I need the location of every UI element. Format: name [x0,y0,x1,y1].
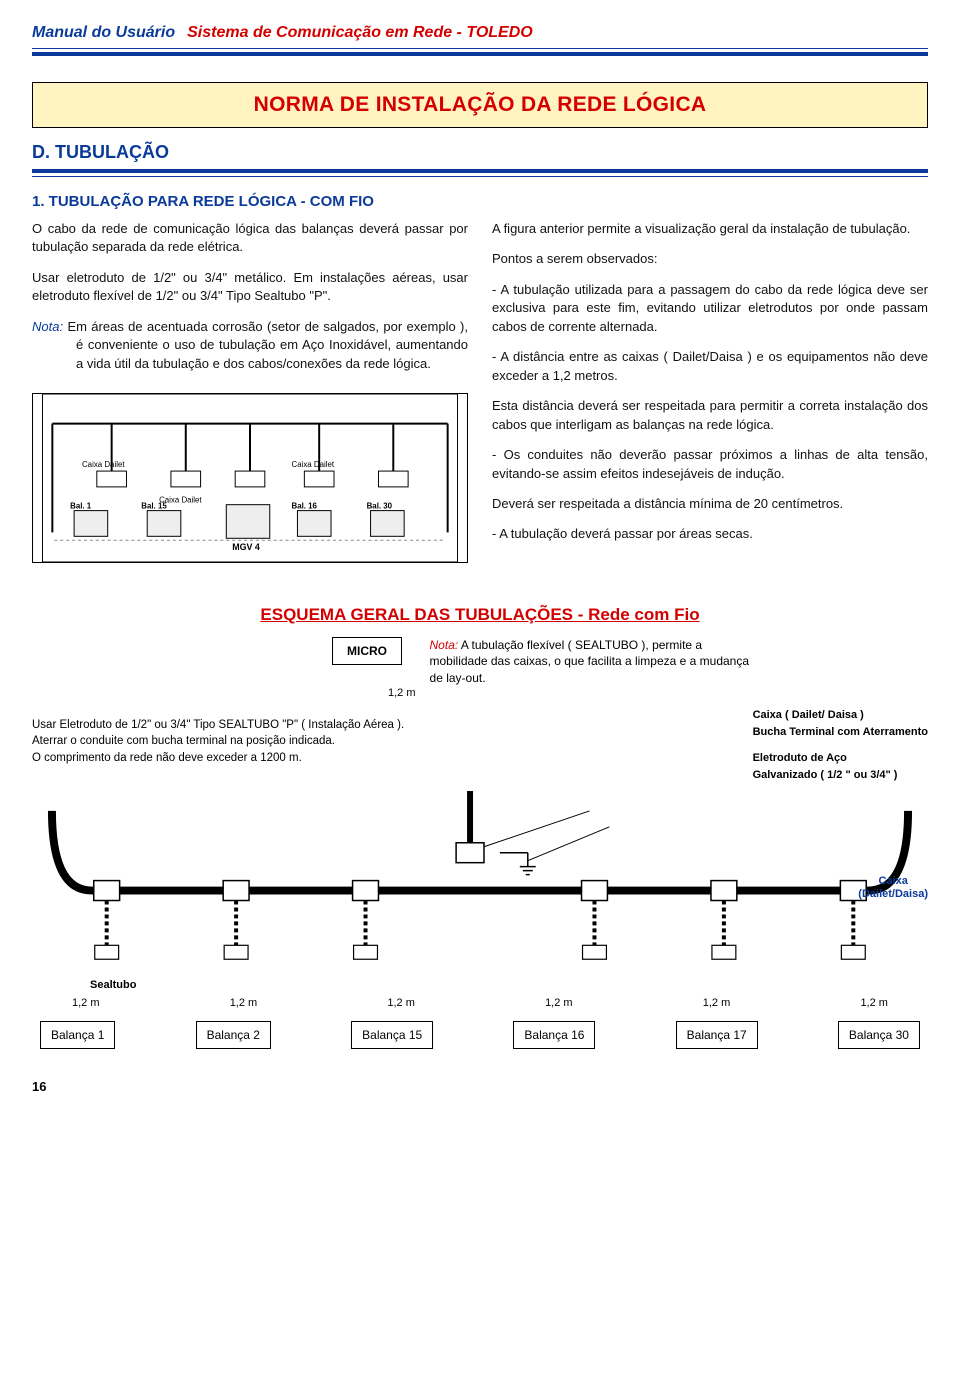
left-p1: O cabo da rede de comunicação lógica das… [32,220,468,257]
svg-text:Caixa Dailet: Caixa Dailet [292,460,335,469]
micro-box: MICRO [332,637,402,665]
installation-figure: Caixa Dailet Caixa Dailet Caixa Dailet B… [32,393,468,563]
two-column-body: O cabo da rede de comunicação lógica das… [32,220,928,569]
dim-5: 1,2 m [860,997,888,1009]
instr2: Aterrar o conduite com bucha terminal na… [32,733,404,750]
svg-text:Caixa Dailet: Caixa Dailet [82,460,125,469]
right-column: A figura anterior permite a visualização… [492,220,928,569]
svg-text:Bal. 16: Bal. 16 [292,502,318,511]
right-p2: Pontos a serem observados: [492,250,928,268]
schema-instructions: Usar Eletroduto de 1/2" ou 3/4" Tipo SEA… [32,717,404,767]
left-column: O cabo da rede de comunicação lógica das… [32,220,468,569]
balanca-1: Balança 1 [40,1021,115,1049]
balanca-16: Balança 16 [513,1021,595,1049]
right-b6: - A tubulação deverá passar por áreas se… [492,525,928,543]
schema-nota: Nota: A tubulação flexível ( SEALTUBO ),… [430,637,750,687]
sealtubo-label: Sealtubo [90,979,928,991]
caixa-r2: (Dailet/Daisa) [858,888,928,901]
balanca-30: Balança 30 [838,1021,920,1049]
lbl-caixa: Caixa ( Dailet/ Daisa ) [753,707,928,725]
schema-nota-label: Nota: [430,638,459,652]
page-number: 16 [32,1079,928,1094]
dim-4: 1,2 m [703,997,731,1009]
instr1: Usar Eletroduto de 1/2" ou 3/4" Tipo SEA… [32,717,404,734]
svg-text:Bal. 30: Bal. 30 [367,502,393,511]
schema-diagram: MICRO 1,2 m Nota: A tubulação flexível (… [32,637,928,1050]
schema-nota-text: A tubulação flexível ( SEALTUBO ), permi… [430,638,750,686]
svg-text:Bal. 15: Bal. 15 [141,502,167,511]
pipe-svg [32,791,928,970]
right-b2: - A distância entre as caixas ( Dailet/D… [492,348,928,385]
section-d-heading: D. TUBULAÇÃO [32,142,928,163]
header-system: Sistema de Comunicação em Rede - TOLEDO [187,24,533,42]
svg-text:MGV 4: MGV 4 [232,542,260,552]
header-rules [32,48,928,56]
section-1-heading: 1. TUBULAÇÃO PARA REDE LÓGICA - COM FIO [32,193,928,210]
banner-title: NORMA DE INSTALAÇÃO DA REDE LÓGICA [49,93,911,117]
right-b5: Deverá ser respeitada a distância mínima… [492,495,928,513]
header-manual: Manual do Usuário [32,24,175,42]
right-b4: - Os conduites não deverão passar próxim… [492,446,928,483]
schema-callouts: Caixa ( Dailet/ Daisa ) Bucha Terminal c… [753,707,928,785]
balanca-2: Balança 2 [196,1021,271,1049]
micro-dim: 1,2 m [388,687,416,699]
dim-1: 1,2 m [230,997,258,1009]
dim-2: 1,2 m [387,997,415,1009]
page-header: Manual do Usuário Sistema de Comunicação… [32,24,928,42]
lbl-eletro2: Galvanizado ( 1/2 " ou 3/4" ) [753,767,928,785]
banner: NORMA DE INSTALAÇÃO DA REDE LÓGICA [32,82,928,128]
dim-3: 1,2 m [545,997,573,1009]
right-b1: - A tubulação utilizada para a passagem … [492,281,928,336]
right-p1: A figura anterior permite a visualização… [492,220,928,238]
caixa-right-label: Caixa (Dailet/Daisa) [858,875,928,901]
nota-label: Nota: [32,319,63,334]
balanca-15: Balança 15 [351,1021,433,1049]
dim-0: 1,2 m [72,997,100,1009]
section-d-rules [32,169,928,177]
right-b3: Esta distância deverá ser respeitada par… [492,397,928,434]
svg-text:Bal. 1: Bal. 1 [70,502,92,511]
balanca-row: Balança 1 Balança 2 Balança 15 Balança 1… [32,1021,928,1049]
schema-title: ESQUEMA GERAL DAS TUBULAÇÕES - Rede com … [32,605,928,625]
lbl-eletro1: Eletroduto de Aço [753,750,928,768]
left-nota: Nota: Em áreas de acentuada corrosão (se… [32,318,468,373]
balanca-17: Balança 17 [676,1021,758,1049]
dimension-row: 1,2 m 1,2 m 1,2 m 1,2 m 1,2 m 1,2 m [32,997,928,1009]
instr3: O comprimento da rede não deve exceder a… [32,750,404,767]
caixa-r1: Caixa [858,875,928,888]
nota-text: Em áreas de acentuada corrosão (setor de… [67,319,468,371]
lbl-bucha: Bucha Terminal com Aterramento [753,724,928,742]
left-p2: Usar eletroduto de 1/2" ou 3/4" metálico… [32,269,468,306]
